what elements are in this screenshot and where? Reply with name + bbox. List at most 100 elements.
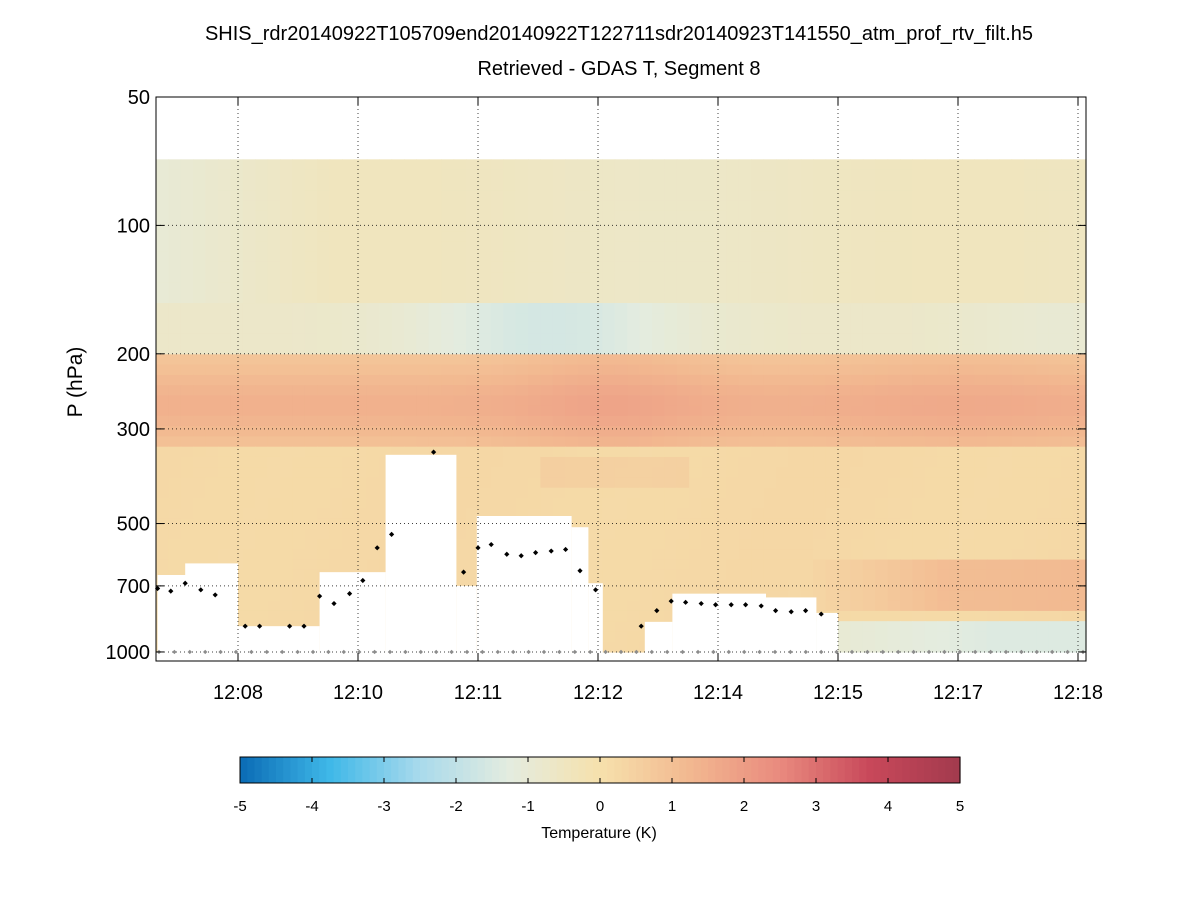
heatmap-cell — [701, 446, 715, 458]
heatmap-cell — [912, 621, 926, 633]
heatmap-cell — [924, 313, 938, 325]
heatmap-cell — [664, 600, 678, 612]
heatmap-cell — [453, 539, 467, 550]
heatmap-cell — [267, 549, 281, 561]
heatmap-cell — [788, 323, 802, 335]
heatmap-cell — [242, 456, 256, 468]
heatmap-cell — [242, 231, 256, 243]
heatmap-cell — [1036, 354, 1050, 366]
colorbar-cell — [873, 757, 882, 783]
heatmap-cell — [590, 323, 603, 335]
heatmap-cell — [317, 159, 331, 171]
heatmap-cell — [565, 405, 579, 417]
heatmap-cell — [714, 395, 727, 407]
heatmap-cell — [515, 241, 529, 253]
heatmap-cell — [949, 251, 963, 263]
heatmap-cell — [887, 559, 901, 571]
heatmap-cell — [912, 610, 926, 622]
heatmap-cell — [701, 251, 715, 263]
heatmap-cell — [416, 395, 430, 407]
heatmap-cell — [366, 477, 380, 489]
heatmap-cell — [813, 190, 827, 201]
heatmap-cell — [156, 292, 169, 304]
heatmap-cell — [379, 395, 393, 407]
heatmap-cell — [726, 190, 740, 201]
heatmap-cell — [689, 385, 703, 396]
heatmap-cell — [478, 415, 492, 427]
colorbar-cell — [823, 757, 831, 783]
heatmap-cell — [614, 456, 628, 468]
heatmap-cell — [999, 220, 1013, 232]
heatmap-cell — [862, 559, 876, 571]
heatmap-cell — [689, 210, 703, 222]
heatmap-cell — [453, 498, 467, 509]
heatmap-cell — [937, 261, 951, 273]
heatmap-cell — [478, 374, 492, 386]
heatmap-cell — [1073, 446, 1087, 458]
heatmap-cell — [738, 436, 752, 448]
heatmap-cell — [478, 220, 492, 232]
heatmap-cell — [652, 518, 665, 530]
heatmap-cell — [490, 508, 504, 520]
heatmap-cell — [515, 374, 529, 386]
heatmap-cell — [478, 385, 492, 396]
heatmap-cell — [453, 456, 467, 468]
surface-pressure-marker — [218, 649, 223, 655]
colorbar-tick-label: 3 — [812, 798, 820, 815]
heatmap-cell — [776, 159, 789, 171]
heatmap-cell — [590, 415, 603, 427]
heatmap-cell — [404, 364, 417, 376]
heatmap-cell — [875, 395, 889, 407]
heatmap-cell — [676, 487, 690, 499]
heatmap-cell — [503, 292, 517, 304]
heatmap-cell — [354, 539, 368, 550]
heatmap-cell — [850, 354, 864, 366]
heatmap-cell — [639, 436, 653, 448]
heatmap-cell — [937, 282, 951, 294]
heatmap-cell — [962, 344, 975, 355]
heatmap-cell — [180, 354, 194, 366]
heatmap-cell — [912, 272, 926, 284]
heatmap-cell — [937, 528, 951, 540]
heatmap-cell — [652, 179, 665, 191]
heatmap-cell — [900, 539, 913, 550]
heatmap-cell — [1011, 364, 1025, 376]
surface-pressure-marker — [418, 649, 423, 655]
heatmap-cell — [1024, 251, 1037, 263]
heatmap-cell — [813, 436, 827, 448]
heatmap-cell — [565, 344, 579, 355]
heatmap-cell — [1036, 610, 1050, 622]
heatmap-cell — [304, 467, 318, 479]
heatmap-cell — [478, 395, 492, 407]
heatmap-cell — [391, 241, 405, 253]
heatmap-cell — [1048, 344, 1062, 355]
heatmap-cell — [156, 539, 169, 550]
heatmap-cell — [577, 272, 591, 284]
heatmap-cell — [515, 292, 529, 304]
heatmap-cell — [1011, 251, 1025, 263]
surface-pressure-marker — [942, 649, 947, 655]
heatmap-cell — [900, 446, 913, 458]
heatmap-cell — [763, 333, 777, 345]
heatmap-cell — [862, 385, 876, 396]
heatmap-cell — [763, 590, 777, 602]
heatmap-cell — [800, 405, 814, 417]
heatmap-cell — [788, 374, 802, 386]
heatmap-cell — [701, 508, 715, 520]
y-tick-label: 50 — [128, 87, 150, 109]
heatmap-cell — [701, 528, 715, 540]
heatmap-cell — [999, 590, 1013, 602]
heatmap-cell — [267, 169, 281, 181]
heatmap-cell — [168, 313, 182, 325]
heatmap-cell — [180, 436, 194, 448]
heatmap-cell — [1011, 374, 1025, 386]
heatmap-cell — [503, 436, 517, 448]
heatmap-cell — [366, 282, 380, 294]
heatmap-cell — [466, 569, 479, 581]
heatmap-cell — [540, 169, 554, 181]
heatmap-cell — [404, 344, 417, 355]
heatmap-cell — [726, 251, 740, 263]
heatmap-cell — [218, 251, 231, 263]
heatmap-cell — [701, 190, 715, 201]
heatmap-cell — [404, 292, 417, 304]
